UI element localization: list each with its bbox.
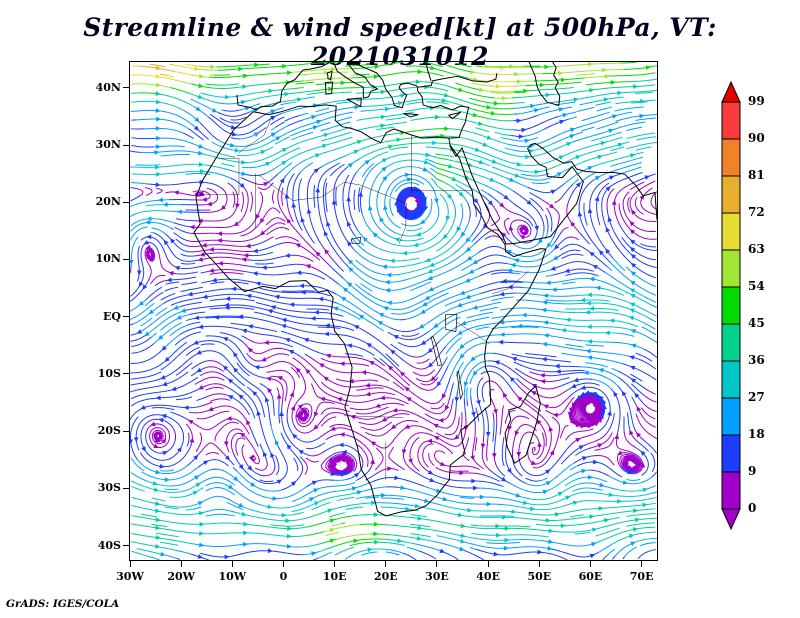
colorbar-tick-label: 81: [748, 168, 765, 182]
lat-tick-label: 40S: [97, 538, 121, 552]
lon-tick-label: 50E: [527, 570, 552, 583]
lat-tick-label: 10S: [97, 366, 121, 380]
colorbar-tick-label: 0: [748, 501, 757, 515]
lat-tick-label: 30S: [97, 481, 121, 495]
colorbar-tick-label: 18: [748, 427, 765, 441]
colorbar-tick-label: 54: [748, 279, 765, 293]
lon-tick-label: 60E: [578, 570, 603, 583]
colorbar-tick-label: 90: [748, 131, 765, 145]
lon-tick: [538, 561, 540, 567]
lon-tick-label: 10W: [218, 570, 247, 583]
lon-tick: [385, 561, 387, 567]
lon-tick: [129, 561, 131, 567]
lat-tick: [123, 144, 129, 146]
lon-tick-label: 0: [279, 570, 288, 583]
lon-tick-label: 40E: [476, 570, 500, 583]
lat-tick: [123, 430, 129, 432]
lon-tick-label: 70E: [629, 570, 654, 583]
chart-title: Streamline & wind speed[kt] at 500hPa, V…: [83, 13, 717, 71]
lat-tick: [123, 545, 129, 547]
lat-tick-label: 20S: [97, 424, 121, 438]
lat-tick-label: 10N: [95, 252, 121, 266]
lat-tick: [123, 201, 129, 203]
lat-tick-label: 40N: [95, 80, 121, 94]
colorbar-tick-label: 9: [748, 464, 757, 478]
lon-tick: [231, 561, 233, 567]
lat-tick: [123, 258, 129, 260]
lat-tick-label: 20N: [95, 195, 121, 209]
lon-tick: [589, 561, 591, 567]
lon-tick-label: 30W: [116, 570, 144, 583]
colorbar-tick-label: 63: [748, 242, 765, 256]
lat-tick-label: 30N: [95, 138, 121, 151]
lon-tick-label: 20E: [373, 570, 398, 583]
colorbar-tick-label: 27: [748, 390, 765, 404]
lon-tick-label: 10E: [322, 570, 347, 583]
colorbar-tick-label: 36: [748, 353, 765, 367]
lat-tick: [123, 316, 129, 318]
map-plot-frame: [129, 61, 658, 561]
lon-tick-label: 30E: [425, 570, 449, 583]
lon-tick: [487, 561, 489, 567]
lat-tick-label: EQ: [103, 309, 121, 323]
lon-tick-label: 20W: [167, 570, 195, 583]
lon-tick: [282, 561, 284, 567]
colorbar-tick-label: 45: [748, 316, 765, 330]
lon-tick: [334, 561, 336, 567]
lon-tick: [180, 561, 182, 567]
colorbar-tick-label: 72: [748, 205, 765, 219]
streamline-map-canvas: [130, 62, 657, 560]
colorbar-tick-label: 99: [748, 94, 765, 108]
lat-tick: [123, 87, 129, 89]
colorbar: [717, 80, 747, 532]
lon-tick: [641, 561, 643, 567]
lat-tick: [123, 373, 129, 375]
lat-tick: [123, 487, 129, 489]
grads-credit: GrADS: IGES/COLA: [6, 598, 120, 610]
lon-tick: [436, 561, 438, 567]
